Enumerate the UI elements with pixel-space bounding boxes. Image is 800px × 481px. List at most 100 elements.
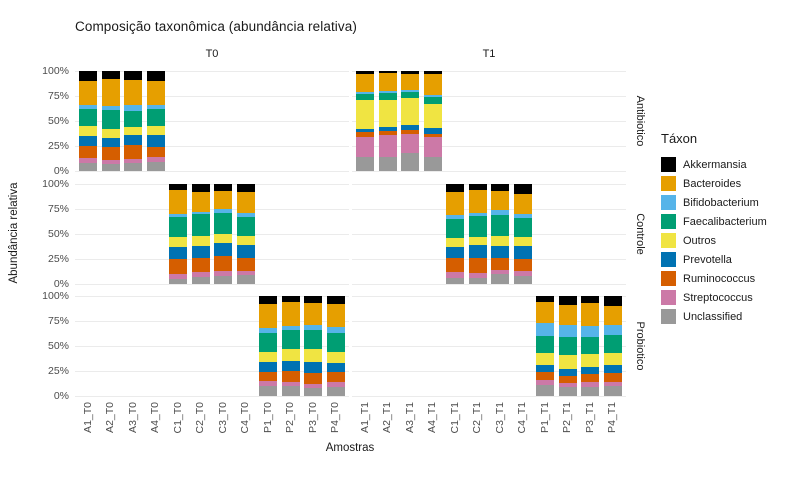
bar-segment-unclassified — [259, 386, 278, 396]
bar-segment-ruminococcus — [446, 258, 465, 272]
stacked-bar-A1_T0 — [79, 71, 98, 171]
facet-row-label-antibiotico: Antibiotico — [634, 95, 646, 147]
bar-segment-ruminococcus — [281, 371, 300, 382]
legend-label: Akkermansia — [683, 158, 747, 171]
bar-segment-faecalibacterium — [259, 333, 278, 352]
bar-segment-unclassified — [281, 386, 300, 396]
bar-segment-faecalibacterium — [603, 335, 622, 353]
gridline — [352, 259, 626, 260]
bar-segment-streptococcus — [281, 382, 300, 386]
bar-segment-akkermansia — [401, 71, 420, 74]
bar-segment-outros — [236, 236, 255, 245]
gridline — [352, 171, 626, 172]
bar-segment-unclassified — [79, 163, 98, 171]
bar-segment-streptococcus — [236, 271, 255, 275]
bar-segment-bifidobacterium — [356, 92, 375, 94]
legend-swatch-icon — [661, 309, 676, 324]
bar-segment-bacteroides — [401, 74, 420, 90]
bar-segment-ruminococcus — [146, 147, 165, 157]
gridline — [75, 171, 349, 172]
bar-segment-akkermansia — [558, 296, 577, 305]
bar-segment-ruminococcus — [79, 146, 98, 158]
legend-swatch-icon — [661, 233, 676, 248]
bar-segment-bifidobacterium — [191, 212, 210, 214]
bar-segment-bacteroides — [581, 303, 600, 326]
bar-segment-bifidobacterium — [603, 325, 622, 335]
bar-segment-ruminococcus — [581, 374, 600, 382]
stacked-bar-C1_T0 — [169, 184, 188, 284]
bar-segment-streptococcus — [146, 157, 165, 162]
bar-segment-streptococcus — [356, 137, 375, 157]
bar-segment-ruminococcus — [214, 256, 233, 271]
bar-segment-faecalibacterium — [101, 110, 120, 129]
x-tick-label: P1_T1 — [538, 402, 551, 433]
legend-key-bacteroides: Bacteroides — [661, 174, 767, 193]
bar-segment-faecalibacterium — [491, 215, 510, 236]
stacked-bar-C1_T1 — [446, 184, 465, 284]
bar-segment-akkermansia — [281, 296, 300, 302]
bar-segment-akkermansia — [101, 71, 120, 79]
bar-segment-prevotella — [101, 138, 120, 147]
y-tick-label: 25% — [47, 365, 69, 377]
legend-key-prevotella: Prevotella — [661, 250, 767, 269]
facet-col-label-t1: T1 — [482, 48, 496, 60]
gridline — [352, 284, 626, 285]
gridline — [352, 371, 626, 372]
bar-segment-streptococcus — [468, 273, 487, 278]
bar-segment-akkermansia — [79, 71, 98, 81]
bar-segment-ruminococcus — [236, 258, 255, 271]
bar-segment-bifidobacterium — [79, 105, 98, 109]
legend-key-faecalibacterium: Faecalibacterium — [661, 212, 767, 231]
bar-segment-bifidobacterium — [401, 90, 420, 92]
legend-label: Unclassified — [683, 310, 743, 323]
stacked-bar-P3_T1 — [581, 296, 600, 396]
bar-segment-bifidobacterium — [468, 213, 487, 216]
bar-segment-akkermansia — [468, 184, 487, 190]
bar-segment-bacteroides — [513, 194, 532, 214]
stacked-bar-C2_T0 — [191, 184, 210, 284]
bar-segment-bacteroides — [423, 74, 442, 95]
bar-segment-akkermansia — [603, 296, 622, 306]
legend-swatch-icon — [661, 252, 676, 267]
bar-segment-prevotella — [558, 369, 577, 376]
gridline — [352, 296, 626, 297]
bar-segment-bifidobacterium — [281, 326, 300, 330]
bar-segment-akkermansia — [378, 71, 397, 73]
bar-segment-unclassified — [603, 386, 622, 396]
legend-swatch-icon — [661, 290, 676, 305]
bar-segment-outros — [214, 234, 233, 243]
bar-segment-streptococcus — [536, 380, 555, 385]
bar-segment-ruminococcus — [259, 372, 278, 381]
bar-segment-bifidobacterium — [536, 323, 555, 336]
bar-segment-outros — [401, 98, 420, 125]
bar-segment-bifidobacterium — [101, 106, 120, 110]
bar-segment-bifidobacterium — [513, 214, 532, 218]
bar-segment-ruminococcus — [423, 134, 442, 137]
bar-segment-prevotella — [491, 246, 510, 258]
bar-segment-outros — [281, 349, 300, 361]
bar-segment-akkermansia — [446, 184, 465, 192]
bar-segment-streptococcus — [124, 159, 143, 163]
bar-segment-faecalibacterium — [558, 337, 577, 355]
gridline — [352, 346, 626, 347]
bar-segment-bacteroides — [304, 303, 323, 325]
bar-segment-outros — [356, 100, 375, 129]
bar-segment-bacteroides — [191, 192, 210, 212]
bar-segment-faecalibacterium — [169, 217, 188, 237]
bar-segment-unclassified — [401, 153, 420, 171]
bar-segment-ruminococcus — [326, 372, 345, 382]
bar-segment-bacteroides — [259, 304, 278, 328]
bar-segment-ruminococcus — [536, 372, 555, 380]
bar-segment-faecalibacterium — [124, 111, 143, 127]
stacked-bar-C3_T1 — [491, 184, 510, 284]
bar-segment-akkermansia — [491, 184, 510, 191]
bar-segment-akkermansia — [146, 71, 165, 81]
bar-segment-prevotella — [513, 246, 532, 259]
bar-segment-unclassified — [146, 162, 165, 171]
gridline — [75, 96, 349, 97]
bar-segment-bifidobacterium — [236, 213, 255, 217]
legend-swatch-icon — [661, 176, 676, 191]
bar-segment-bifidobacterium — [581, 326, 600, 337]
y-tick-label: 0% — [53, 165, 69, 177]
gridline — [75, 321, 349, 322]
